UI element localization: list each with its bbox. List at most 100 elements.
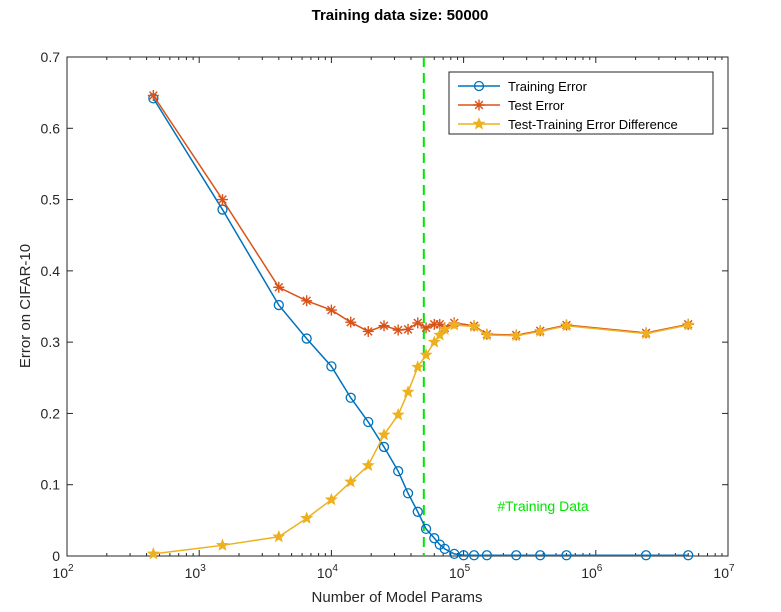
data-point <box>300 511 314 524</box>
y-tick-label: 0 <box>52 548 60 564</box>
y-tick-label: 0.6 <box>41 120 61 136</box>
series-training-error <box>148 93 694 561</box>
data-point <box>559 318 573 332</box>
y-tick-label: 0.5 <box>41 192 61 208</box>
data-point <box>447 318 461 331</box>
data-point <box>533 324 547 337</box>
data-point <box>412 317 424 329</box>
data-point <box>640 550 652 561</box>
data-point <box>393 466 404 477</box>
x-tick-exponent: 7 <box>729 563 735 574</box>
x-tick-exponent: 4 <box>332 563 338 574</box>
data-point <box>439 543 450 555</box>
legend: Training Error Test Error Test-Training Er… <box>448 71 714 135</box>
data-point <box>326 361 337 372</box>
x-tick-label: 107 <box>713 563 735 581</box>
data-point <box>402 488 414 499</box>
data-point <box>412 506 423 517</box>
data-point <box>429 533 440 544</box>
data-point <box>509 328 523 342</box>
data-point <box>146 547 160 560</box>
x-axis-label: Number of Model Params <box>312 589 483 606</box>
data-point <box>325 304 337 316</box>
data-point <box>363 416 374 428</box>
data-point <box>481 550 493 561</box>
data-point <box>480 328 494 341</box>
y-tick-label: 0.2 <box>41 405 61 421</box>
x-tick-base: 10 <box>449 565 465 581</box>
x-tick-exponent: 6 <box>597 563 603 574</box>
legend-label: Test-Training Error Difference <box>508 117 678 132</box>
x-tick-label: 106 <box>581 563 603 581</box>
x-tick-base: 10 <box>581 565 597 581</box>
data-point <box>472 117 486 130</box>
x-tick-base: 10 <box>185 565 201 581</box>
data-point <box>427 335 441 348</box>
data-point <box>639 326 653 340</box>
data-point <box>215 538 229 551</box>
data-point <box>344 475 358 488</box>
y-axis-label: Error on CIFAR-10 <box>17 244 34 368</box>
x-tick-label: 105 <box>449 563 471 581</box>
data-point <box>511 550 522 561</box>
data-point <box>391 408 405 421</box>
data-point <box>420 523 432 535</box>
x-tick-base: 10 <box>52 565 68 581</box>
legend-label: Training Error <box>508 79 588 94</box>
data-point <box>216 194 228 206</box>
data-point <box>473 80 485 92</box>
legend-item: Test Error <box>458 98 565 113</box>
data-point <box>535 550 546 561</box>
data-point <box>324 492 338 506</box>
y-tick-label: 0.4 <box>41 263 61 279</box>
data-point <box>378 320 390 332</box>
data-point <box>273 281 285 293</box>
data-point <box>419 348 433 361</box>
x-tick-label: 102 <box>52 563 74 581</box>
x-tick-label: 104 <box>317 563 339 581</box>
x-tick-exponent: 5 <box>465 563 471 574</box>
data-point <box>438 322 452 335</box>
data-point <box>362 325 374 337</box>
data-point <box>345 316 357 328</box>
y-tick-label: 0.3 <box>41 334 61 350</box>
data-point <box>345 392 356 403</box>
x-tick-base: 10 <box>713 565 729 581</box>
series-test-training-error-difference <box>146 318 695 560</box>
x-tick-exponent: 3 <box>200 563 206 574</box>
y-tick-label: 0.1 <box>41 477 61 493</box>
data-point <box>683 550 694 561</box>
data-point <box>561 550 572 561</box>
data-point <box>681 318 695 331</box>
training-data-annotation: #Training Data <box>497 498 589 514</box>
data-point <box>401 385 415 398</box>
data-point <box>468 550 480 561</box>
data-point <box>458 550 469 561</box>
data-point <box>273 299 284 311</box>
data-point <box>147 89 159 101</box>
y-axis: 0 0.1 0.2 0.3 0.4 0.5 0.6 0.7 <box>41 49 728 564</box>
data-point <box>301 333 312 344</box>
chart-title: Training data size: 50000 <box>312 7 489 24</box>
legend-label: Test Error <box>508 98 565 113</box>
legend-item: Test-Training Error Difference <box>458 117 678 132</box>
data-point <box>434 318 446 330</box>
data-point <box>411 360 425 373</box>
data-point <box>392 324 404 336</box>
data-point <box>402 323 414 335</box>
data-point <box>301 295 313 307</box>
x-tick-base: 10 <box>317 565 333 581</box>
series-group <box>146 89 695 561</box>
x-axis: 102 103 104 105 106 107 <box>52 57 735 581</box>
data-point <box>420 322 432 334</box>
legend-item: Training Error <box>458 79 588 94</box>
data-point <box>473 99 485 111</box>
data-point <box>467 319 481 332</box>
data-point <box>377 427 391 441</box>
data-point <box>433 328 447 341</box>
plot-area <box>66 56 729 557</box>
y-tick-label: 0.7 <box>41 49 61 65</box>
x-tick-exponent: 2 <box>68 563 74 574</box>
x-tick-label: 103 <box>185 563 207 581</box>
